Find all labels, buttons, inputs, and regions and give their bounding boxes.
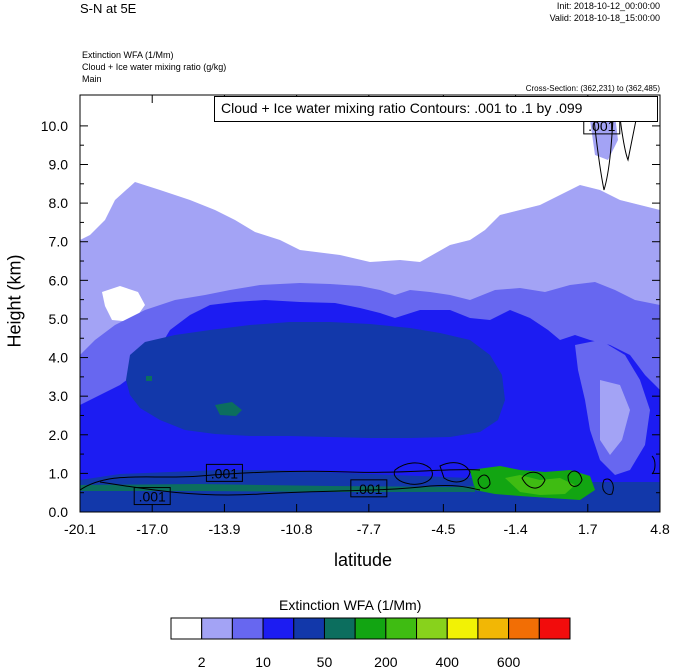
y-tick-label: 5.0 (49, 311, 69, 327)
field-label-main: Main (82, 74, 102, 84)
field-label-mixing-ratio: Cloud + Ice water mixing ratio (g/kg) (82, 62, 227, 72)
plot-title: S-N at 5E (80, 1, 137, 16)
valid-time: Valid: 2018-10-18_15:00:00 (549, 13, 660, 23)
y-tick-label: 0.0 (49, 504, 69, 520)
x-tick-label: -4.5 (431, 521, 455, 537)
colorbar-title: Extinction WFA (1/Mm) (279, 597, 422, 613)
field-label-extinction: Extinction WFA (1/Mm) (82, 50, 174, 60)
x-tick-label: 1.7 (578, 521, 598, 537)
y-tick-label: 6.0 (49, 272, 69, 288)
y-axis: 0.0 1.0 2.0 3.0 4.0 5.0 6.0 7.0 8.0 9.0 10.0 (41, 118, 660, 520)
colorbar-swatch (293, 617, 325, 640)
x-tick-label: 4.8 (650, 521, 670, 537)
y-tick-label: 7.0 (49, 234, 69, 250)
extinction-field (80, 95, 660, 512)
colorbar-label: 600 (497, 654, 521, 668)
colorbar-swatch (385, 617, 418, 640)
colorbar-swatch (508, 617, 540, 640)
colorbar-swatch (354, 617, 387, 640)
x-tick-label: -10.8 (281, 521, 313, 537)
colorbar-swatch (262, 617, 295, 640)
colorbar-swatch (477, 617, 510, 640)
contour-label-box (205, 463, 243, 482)
contour-label: .001 (355, 481, 382, 497)
colorbar-swatch (170, 617, 203, 640)
colorbar-label: 200 (374, 654, 398, 668)
y-tick-label: 10.0 (41, 118, 68, 134)
contour-label-box (133, 487, 171, 506)
colorbar: 2 10 50 200 400 600 (170, 617, 571, 668)
contour-legend-text: Cloud + Ice water mixing ratio Contours:… (221, 100, 583, 116)
y-tick-label: 4.0 (49, 350, 69, 366)
x-tick-label: -20.1 (64, 521, 96, 537)
y-axis-label: Height (km) (4, 254, 25, 348)
x-tick-label: -13.9 (208, 521, 240, 537)
x-axis: -20.1 -17.0 -13.9 -10.8 -7.7 -4.5 -1.4 1.7 4.8 (64, 95, 670, 537)
colorbar-swatch (323, 617, 356, 640)
colorbar-swatch (538, 617, 571, 640)
contour-label-box (350, 479, 388, 498)
colorbar-swatch (201, 617, 233, 640)
contour-label: .001 (211, 465, 238, 481)
y-tick-label: 8.0 (49, 195, 69, 211)
plot-frame (79, 94, 661, 513)
y-tick-label: 1.0 (49, 465, 69, 481)
contour-label: .001 (139, 489, 166, 505)
colorbar-swatch (231, 617, 264, 640)
colorbar-swatch (446, 617, 479, 640)
y-tick-label: 9.0 (49, 157, 69, 173)
y-tick-label: 2.0 (49, 427, 69, 443)
colorbar-label: 10 (255, 654, 271, 668)
contour-lines (80, 99, 656, 496)
colorbar-swatch (416, 617, 448, 640)
contour-legend-box: Cloud + Ice water mixing ratio Contours:… (214, 96, 658, 122)
x-tick-label: -7.7 (357, 521, 381, 537)
x-tick-label: -1.4 (504, 521, 528, 537)
cross-section-label: Cross-Section: (362,231) to (362,485) (525, 84, 660, 93)
colorbar-label: 2 (198, 654, 206, 668)
y-tick-label: 3.0 (49, 388, 69, 404)
x-tick-label: -17.0 (136, 521, 168, 537)
colorbar-label: 400 (436, 654, 460, 668)
x-axis-label: latitude (334, 550, 393, 570)
colorbar-label: 50 (317, 654, 333, 668)
init-time: Init: 2018-10-12_00:00:00 (556, 1, 660, 11)
